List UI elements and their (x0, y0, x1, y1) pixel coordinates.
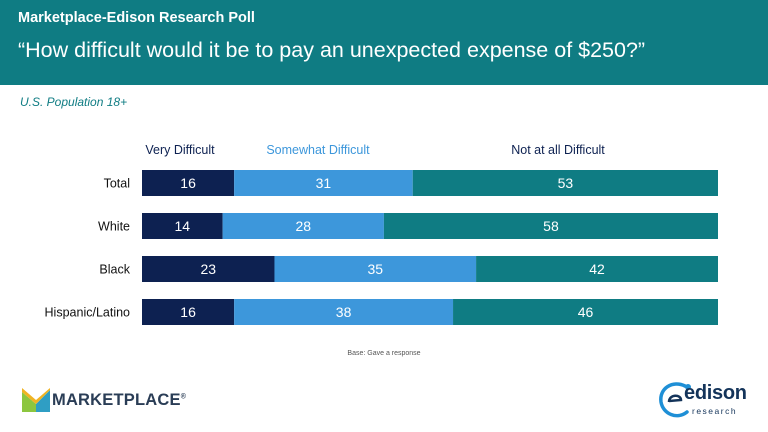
value-label-white-somewhat-difficult: 28 (295, 218, 311, 234)
value-label-hispanic-latino-very-difficult: 16 (180, 304, 196, 320)
edison-research-logo: edison research (655, 378, 755, 424)
value-label-white-very-difficult: 14 (175, 218, 191, 234)
base-footnote: Base: Gave a response (347, 350, 421, 357)
value-label-total-very-difficult: 16 (180, 175, 196, 191)
marketplace-logo: MARKETPLACE® (22, 386, 186, 414)
value-label-total-not-at-all-difficult: 53 (558, 175, 574, 191)
bar-total-very-difficult (142, 170, 235, 196)
chart-legend: Very Difficult Somewhat Difficult Not at a… (145, 143, 605, 157)
bar-hispanic-latino-somewhat-difficult (234, 299, 454, 325)
bar-total-not-at-all-difficult (412, 170, 718, 196)
bar-hispanic-latino-very-difficult (142, 299, 235, 325)
category-label-total: Total (104, 177, 130, 191)
edison-wordmark: edison (684, 382, 747, 404)
bar-black-very-difficult (142, 256, 275, 282)
edison-swirl-icon (659, 382, 691, 418)
legend-very-difficult: Very Difficult (145, 143, 215, 157)
bar-white-somewhat-difficult (222, 213, 384, 239)
category-label-white: White (98, 220, 130, 234)
value-label-hispanic-latino-not-at-all-difficult: 46 (578, 304, 594, 320)
value-label-black-somewhat-difficult: 35 (367, 261, 383, 277)
bar-hispanic-latino-not-at-all-difficult (453, 299, 718, 325)
category-label-hispanic-latino: Hispanic/Latino (45, 306, 131, 320)
value-label-black-not-at-all-difficult: 42 (589, 261, 605, 277)
edison-subtext: research (692, 406, 738, 416)
category-label-black: Black (99, 263, 130, 277)
legend-somewhat-difficult: Somewhat Difficult (266, 143, 370, 157)
bar-white-not-at-all-difficult (383, 213, 718, 239)
bar-black-somewhat-difficult (274, 256, 477, 282)
bar-total-somewhat-difficult (234, 170, 413, 196)
value-label-total-somewhat-difficult: 31 (316, 175, 332, 191)
bar-white-very-difficult (142, 213, 223, 239)
value-labels: 16 31 53 14 28 58 23 35 42 16 38 46 (175, 175, 606, 320)
legend-not-at-all-difficult: Not at all Difficult (511, 143, 605, 157)
category-labels: Total White Black Hispanic/Latino (45, 177, 131, 320)
poll-kicker: Marketplace-Edison Research Poll (18, 10, 255, 26)
value-label-black-very-difficult: 23 (200, 261, 216, 277)
marketplace-mark-icon (22, 388, 50, 412)
bar-segments (142, 170, 718, 325)
header-banner: Marketplace-Edison Research Poll “How di… (0, 0, 768, 85)
bar-black-not-at-all-difficult (476, 256, 718, 282)
marketplace-wordmark: MARKETPLACE® (52, 390, 187, 409)
value-label-white-not-at-all-difficult: 58 (543, 218, 559, 234)
poll-question: “How difficult would it be to pay an une… (18, 38, 646, 62)
value-label-hispanic-latino-somewhat-difficult: 38 (336, 304, 352, 320)
population-subtitle: U.S. Population 18+ (20, 95, 128, 109)
